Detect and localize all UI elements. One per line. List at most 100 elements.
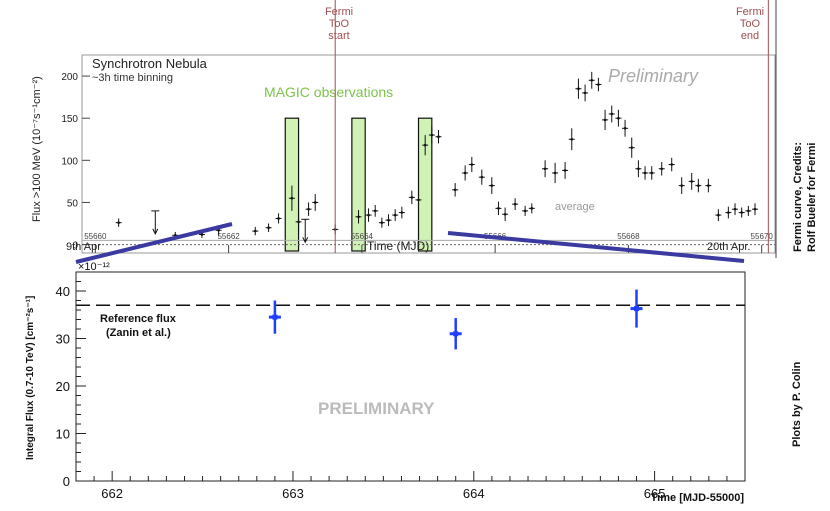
fermi-marker bbox=[373, 209, 377, 213]
fermi-too-start-label-1: Fermi bbox=[325, 6, 353, 18]
fermi-data-point bbox=[658, 162, 665, 176]
fermi-data-point bbox=[422, 135, 429, 156]
fermi-title: Synchrotron Nebula bbox=[92, 56, 208, 71]
fermi-marker bbox=[423, 143, 427, 147]
magic-windows bbox=[284, 117, 433, 252]
fermi-marker bbox=[543, 167, 547, 171]
reference-flux-label-1: Reference flux bbox=[100, 313, 177, 325]
upper-limit-arrow bbox=[302, 237, 309, 244]
fermi-too-end-label-2: ToO bbox=[740, 18, 761, 30]
fermi-data-point bbox=[312, 194, 319, 211]
fermi-marker bbox=[523, 209, 527, 213]
fermi-subtitle: ~3h time binning bbox=[92, 72, 173, 84]
fermi-marker bbox=[307, 207, 310, 211]
fermi-data-point bbox=[198, 231, 205, 238]
fermi-marker bbox=[553, 171, 557, 175]
zoom-connector-left bbox=[75, 222, 233, 264]
fermi-marker bbox=[380, 221, 384, 224]
fermi-data-point bbox=[668, 157, 675, 172]
fermi-marker bbox=[603, 118, 607, 122]
fermi-panel: 0501001502005566055662556645566655668556… bbox=[31, 0, 818, 258]
fermi-marker bbox=[417, 198, 420, 202]
magic-marker bbox=[634, 306, 640, 312]
fermi-too-start-label-2: ToO bbox=[329, 18, 350, 30]
fermi-marker bbox=[530, 207, 534, 210]
magic-x-tick-label: 662 bbox=[101, 486, 123, 501]
fermi-data-point bbox=[678, 177, 685, 195]
fermi-marker bbox=[643, 171, 647, 175]
fermi-data-points bbox=[115, 71, 759, 244]
fermi-data-point bbox=[301, 218, 310, 244]
fermi-marker bbox=[367, 213, 370, 217]
fermi-marker bbox=[513, 202, 517, 206]
fermi-marker bbox=[577, 87, 580, 91]
reference-flux-label-2: (Zanin et al.) bbox=[106, 327, 171, 339]
magic-data-points bbox=[268, 289, 643, 350]
fermi-data-point bbox=[478, 169, 485, 185]
fermi-marker bbox=[117, 221, 120, 224]
fermi-marker bbox=[463, 171, 467, 175]
fermi-data-point bbox=[552, 162, 559, 184]
fermi-marker bbox=[733, 207, 737, 211]
fermi-marker bbox=[650, 171, 654, 175]
fermi-data-point bbox=[642, 166, 649, 180]
fermi-data-point bbox=[522, 205, 529, 216]
fermi-data-point bbox=[695, 178, 702, 193]
fermi-data-point bbox=[305, 202, 312, 216]
fermi-marker bbox=[387, 218, 390, 222]
magic-credits: Plots by P. Colin bbox=[791, 361, 803, 447]
magic-x-tick-label: 664 bbox=[463, 486, 485, 501]
magic-y-tick-label: 40 bbox=[56, 284, 70, 299]
magic-panel: 0 10 20 30 40 662 663 664 665 Reference flux (Za… bbox=[25, 261, 803, 504]
fermi-data-point bbox=[385, 214, 392, 227]
fermi-data-point bbox=[602, 109, 609, 130]
fermi-marker bbox=[717, 213, 720, 217]
magic-observations-label: MAGIC observations bbox=[264, 84, 393, 100]
magic-axes: 0 10 20 30 40 662 663 664 665 bbox=[56, 281, 728, 501]
fermi-data-point bbox=[428, 126, 435, 144]
fermi-data-point bbox=[628, 137, 635, 158]
fermi-marker bbox=[267, 226, 270, 230]
fermi-data-point bbox=[715, 209, 722, 221]
fermi-too-end-label-3: end bbox=[741, 30, 759, 42]
fermi-data-point bbox=[615, 109, 622, 127]
magic-marker bbox=[453, 331, 459, 337]
fermi-marker bbox=[637, 167, 640, 171]
fermi-data-point bbox=[575, 78, 582, 99]
fermi-data-point bbox=[648, 166, 655, 180]
fermi-marker bbox=[410, 196, 414, 199]
fermi-data-point bbox=[452, 183, 459, 197]
fermi-data-point bbox=[488, 177, 495, 195]
fermi-marker bbox=[740, 211, 743, 214]
fermi-data-point bbox=[435, 129, 442, 144]
fermi-marker bbox=[690, 180, 694, 183]
fermi-data-point bbox=[745, 205, 752, 216]
fermi-marker bbox=[313, 201, 317, 204]
fermi-marker bbox=[437, 135, 440, 139]
magic-window-2 bbox=[351, 117, 366, 252]
fermi-data-point bbox=[528, 203, 535, 214]
magic-marker bbox=[272, 314, 278, 320]
fermi-data-point bbox=[398, 206, 405, 219]
fermi-y-tick-label: 50 bbox=[67, 198, 79, 209]
fermi-marker bbox=[480, 175, 484, 179]
fermi-marker bbox=[623, 127, 627, 130]
fermi-data-point bbox=[252, 226, 259, 236]
fermi-marker bbox=[430, 133, 434, 137]
fermi-data-point bbox=[725, 206, 732, 219]
magic-y-multiplier: ×10⁻¹² bbox=[78, 261, 110, 273]
fermi-data-point bbox=[502, 207, 509, 221]
fermi-x-axis-label: Time (MJD) bbox=[367, 239, 429, 253]
zoom-connector-right bbox=[447, 231, 745, 263]
fermi-marker bbox=[590, 78, 594, 82]
fermi-data-point bbox=[608, 105, 615, 123]
fermi-data-point bbox=[265, 223, 272, 232]
fermi-x-tick-label: 55662 bbox=[217, 232, 240, 241]
fermi-x-tick-label: 55660 bbox=[84, 232, 107, 241]
fermi-watermark: Preliminary bbox=[608, 66, 699, 86]
fermi-marker bbox=[470, 163, 474, 166]
fermi-data-point bbox=[542, 160, 549, 178]
fermi-data-point bbox=[378, 217, 385, 228]
fermi-data-point bbox=[738, 207, 745, 218]
